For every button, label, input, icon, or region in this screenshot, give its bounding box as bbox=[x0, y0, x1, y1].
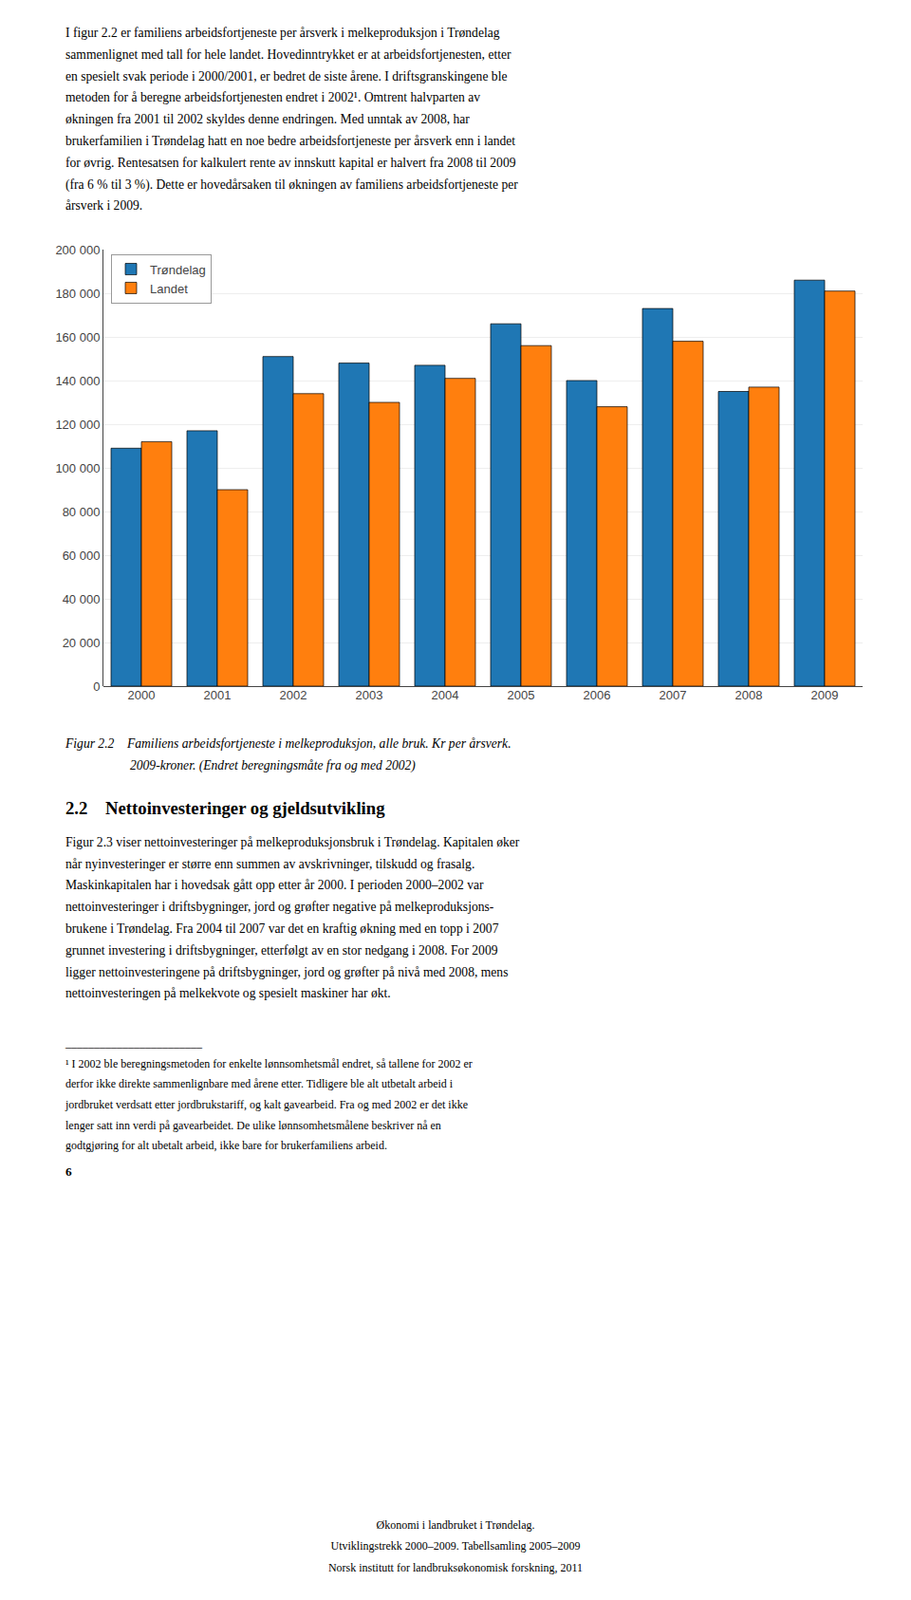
html-text:lenger satt inn verdi på gavea: lenger satt inn verdi på gavearbeidet. D… bbox=[65, 1118, 442, 1132]
html-text:I figur 2.2 er familiens arbei: I figur 2.2 er familiens arbeidsfortjene… bbox=[65, 25, 500, 40]
svg-text:2009: 2009 bbox=[811, 687, 839, 703]
svg-text:180 000: 180 000 bbox=[55, 286, 100, 301]
html-text:Økonomi i landbruket i Trøndel: Økonomi i landbruket i Trøndelag. bbox=[376, 1517, 535, 1532]
html-text:når nyinvesteringer er større: når nyinvesteringer er større enn summen… bbox=[65, 856, 475, 871]
svg-text:20 000: 20 000 bbox=[62, 635, 101, 651]
svg-text:2001: 2001 bbox=[204, 687, 232, 703]
svg-text:140 000: 140 000 bbox=[55, 373, 100, 389]
svg-text:120 000: 120 000 bbox=[55, 417, 100, 432]
svg-text:2007: 2007 bbox=[659, 687, 688, 703]
svg-text:160 000: 160 000 bbox=[55, 330, 100, 345]
html-text:2.2 Nettoinvesteringer og gjel: 2.2 Nettoinvesteringer og gjeldsutviklin… bbox=[65, 797, 385, 818]
html-text:2009-kroner. (Endret beregning: 2009-kroner. (Endret beregningsmåte fra … bbox=[65, 758, 416, 773]
svg-text:2003: 2003 bbox=[355, 687, 384, 703]
svg-text:2006: 2006 bbox=[583, 687, 612, 703]
html-text:brukene i Trøndelag. Fra 2004: brukene i Trøndelag. Fra 2004 til 2007 v… bbox=[65, 921, 499, 936]
html-text:¹ I 2002 ble beregningsmetoden: ¹ I 2002 ble beregningsmetoden for enkel… bbox=[65, 1056, 473, 1071]
html-text:metoden for å beregne arbeidsf: metoden for å beregne arbeidsfortjeneste… bbox=[65, 90, 481, 105]
html-text:jordbruket verdsatt etter jord: jordbruket verdsatt etter jordbrukstarif… bbox=[65, 1097, 468, 1112]
html-text:Figur 2.2 Familiens arbeidsfor: Figur 2.2 Familiens arbeidsfortjeneste i… bbox=[65, 736, 512, 751]
html-text:nettoinvesteringen på melkekvo: nettoinvesteringen på melkekvote og spes… bbox=[65, 986, 391, 1001]
svg-text:60 000: 60 000 bbox=[62, 548, 101, 563]
html-text:økningen fra 2001 til 2002 sky: økningen fra 2001 til 2002 skyldes denne… bbox=[65, 112, 470, 127]
html-text:brukerfamilien i Trøndelag hat: brukerfamilien i Trøndelag hatt en noe b… bbox=[65, 133, 516, 149]
svg-text:2008: 2008 bbox=[735, 687, 763, 703]
svg-text:Trøndelag: Trøndelag bbox=[149, 262, 206, 278]
svg-text:2004: 2004 bbox=[431, 687, 460, 703]
svg-text:2005: 2005 bbox=[507, 687, 536, 703]
html-text:derfor ikke direkte sammenlign: derfor ikke direkte sammenlignbare med å… bbox=[65, 1077, 453, 1091]
svg-text:40 000: 40 000 bbox=[62, 592, 101, 607]
html-text:Utviklingstrekk 2000–2009. Tab: Utviklingstrekk 2000–2009. Tabellsamling… bbox=[330, 1539, 581, 1553]
html-text:for øvrig. Rentesatsen for kal: for øvrig. Rentesatsen for kalkulert ren… bbox=[65, 155, 516, 170]
html-text:Figur 2.3 viser nettoinvesteri: Figur 2.3 viser nettoinvesteringer på me… bbox=[65, 834, 520, 850]
html-text:ligger nettoinvesteringene på: ligger nettoinvesteringene på driftsbygn… bbox=[65, 964, 509, 979]
html-text:6: 6 bbox=[65, 1164, 72, 1179]
svg-text:200 000: 200 000 bbox=[55, 242, 100, 258]
svg-text:2002: 2002 bbox=[279, 687, 308, 703]
svg-text:80 000: 80 000 bbox=[62, 504, 101, 520]
svg-text:2000: 2000 bbox=[128, 687, 156, 703]
html-text:nettoinvesteringer i driftsbyg: nettoinvesteringer i driftsbygninger, jo… bbox=[65, 899, 494, 915]
html-text:grunnet investering i driftsby: grunnet investering i driftsbygninger, e… bbox=[65, 943, 498, 958]
html-text:sammenlignet med tall for hele: sammenlignet med tall for hele landet. H… bbox=[65, 47, 512, 62]
html-text:årsverk i 2009.: årsverk i 2009. bbox=[65, 198, 143, 213]
html-text:Maskinkapitalen har i hovedsak: Maskinkapitalen har i hovedsak gått opp … bbox=[65, 878, 484, 893]
html-text:en spesielt svak periode i 200: en spesielt svak periode i 2000/2001, er… bbox=[65, 68, 508, 84]
svg-text:Landet: Landet bbox=[149, 281, 188, 297]
html-text:Norsk institutt for landbruksø: Norsk institutt for landbruksøkonomisk f… bbox=[328, 1561, 583, 1575]
html-text:(fra 6 % til 3 %). Dette er ho: (fra 6 % til 3 %). Dette er hovedårsaken… bbox=[65, 177, 518, 192]
svg-text:0: 0 bbox=[92, 679, 100, 694]
html-text:godtgjøring for alt ubetalt ar: godtgjøring for alt ubetalt arbeid, ikke… bbox=[65, 1138, 388, 1153]
svg-text:100 000: 100 000 bbox=[55, 461, 100, 476]
